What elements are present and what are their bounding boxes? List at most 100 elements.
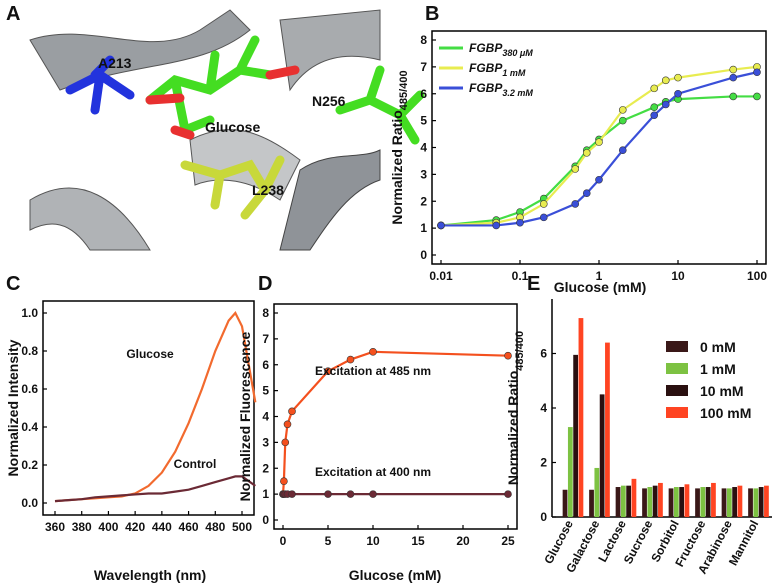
- data-point: [650, 103, 659, 111]
- bar: [599, 394, 605, 517]
- x-tick-label: 20: [456, 534, 470, 548]
- y-tick-label: 0: [540, 510, 547, 524]
- y-axis-label: Normalized Fluorescence: [237, 331, 253, 501]
- legend-label-sub: 380 μM: [502, 48, 533, 58]
- y-tick-label: 8: [262, 306, 269, 320]
- y-tick-label: 0.0: [21, 496, 38, 510]
- bar: [573, 354, 579, 517]
- sticks: [65, 35, 425, 220]
- bar: [748, 488, 753, 517]
- y-axis-label-main: Normalized Ratio: [505, 371, 521, 485]
- series-annotation: Control: [174, 457, 217, 471]
- data-point: [539, 213, 548, 222]
- data-point: [492, 221, 501, 230]
- y-tick-label: 6: [420, 87, 427, 101]
- bar: [668, 488, 674, 517]
- data-point: [369, 348, 377, 356]
- residue-label: N256: [312, 93, 346, 109]
- legend-label-main: FGBP: [469, 61, 503, 75]
- bar: [567, 427, 573, 517]
- panel-label: B: [425, 3, 439, 25]
- data-point: [674, 89, 682, 98]
- x-tick-label: 360: [45, 520, 65, 534]
- x-tick-label: 0: [280, 534, 287, 548]
- data-point: [618, 146, 627, 154]
- series-line: [441, 71, 758, 227]
- y-tick-label: 0.2: [21, 458, 38, 472]
- y-axis-label: Normalized Ratio485/400: [389, 70, 410, 224]
- series-annotation: Glucose: [126, 347, 174, 361]
- x-axis-label: Glucose (mM): [554, 279, 647, 295]
- bar: [679, 487, 685, 517]
- y-tick-label: 6: [262, 358, 269, 372]
- data-point: [346, 490, 355, 498]
- bar: [684, 484, 690, 517]
- data-point: [661, 100, 670, 109]
- y-axis-label-sub: 485/400: [514, 331, 526, 371]
- ribbon: [279, 9, 381, 92]
- x-tick-label: 460: [179, 520, 199, 534]
- y-axis-label-main: Normalized Ratio: [389, 110, 405, 224]
- y-tick-label: 0.8: [21, 344, 38, 358]
- series-line: [54, 475, 256, 503]
- y-axis-label: Normalized Ratio485/400: [505, 331, 526, 485]
- legend-swatch: [666, 341, 688, 352]
- bar: [758, 487, 764, 517]
- bar: [589, 489, 594, 517]
- y-tick-label: 6: [540, 347, 547, 361]
- residue-label: Glucose: [205, 119, 260, 135]
- legend-label: FGBP1 mM: [469, 61, 526, 78]
- data-point: [753, 92, 761, 101]
- y-tick-label: 4: [420, 141, 427, 155]
- y-tick-label: 7: [262, 332, 269, 346]
- x-tick-label: 10: [366, 534, 380, 548]
- y-tick-label: 3: [420, 167, 427, 181]
- plot-frame: [273, 303, 518, 530]
- data-point: [288, 407, 296, 416]
- bar: [711, 482, 716, 517]
- legend-label-main: FGBP: [469, 81, 503, 95]
- bar: [700, 487, 706, 517]
- x-tick-label: 400: [98, 520, 118, 534]
- ribbon: [29, 9, 251, 91]
- bar: [652, 485, 658, 517]
- data-point: [504, 490, 512, 498]
- bar: [626, 485, 632, 517]
- bar: [673, 487, 679, 517]
- ribbon: [279, 149, 381, 251]
- data-point: [504, 351, 512, 360]
- x-tick-label: 0.1: [512, 269, 529, 283]
- structure-panel: A A213 Glucose N256 L238: [6, 0, 425, 251]
- y-tick-label: 2: [540, 456, 547, 470]
- data-point: [674, 73, 682, 82]
- data-point: [281, 438, 290, 447]
- legend-swatch: [666, 407, 688, 418]
- bar: [631, 478, 637, 517]
- data-point: [729, 65, 738, 74]
- data-point: [650, 84, 659, 93]
- chart-panel: B 0 1 2 3 4 5 6 7 8 0.01 0.1 1 10 100 Glucose (mM) Norma…: [389, 3, 767, 295]
- residue-label: A213: [98, 55, 132, 71]
- data-point: [324, 490, 332, 498]
- y-axis-label: Normalized Intensity: [5, 339, 21, 476]
- x-tick-label: 15: [411, 534, 425, 548]
- data-point: [571, 165, 580, 173]
- residue-stick: [65, 55, 135, 115]
- x-tick-label: 5: [325, 534, 332, 548]
- bar: [737, 485, 743, 517]
- bar: [658, 482, 663, 517]
- y-axis-label-main: Normalized Intensity: [5, 339, 21, 476]
- data-point: [280, 477, 288, 485]
- data-point: [346, 355, 355, 364]
- plot-frame: [42, 300, 255, 516]
- data-point: [324, 367, 332, 376]
- legend-label: FGBP380 μM: [469, 41, 533, 58]
- data-point: [595, 138, 603, 146]
- legend-label: 1 mM: [700, 361, 736, 377]
- legend-label: 10 mM: [700, 383, 744, 399]
- y-tick-label: 2: [262, 461, 269, 475]
- data-point: [595, 175, 603, 184]
- data-point: [729, 92, 738, 101]
- legend-label: FGBP3.2 mM: [469, 81, 533, 98]
